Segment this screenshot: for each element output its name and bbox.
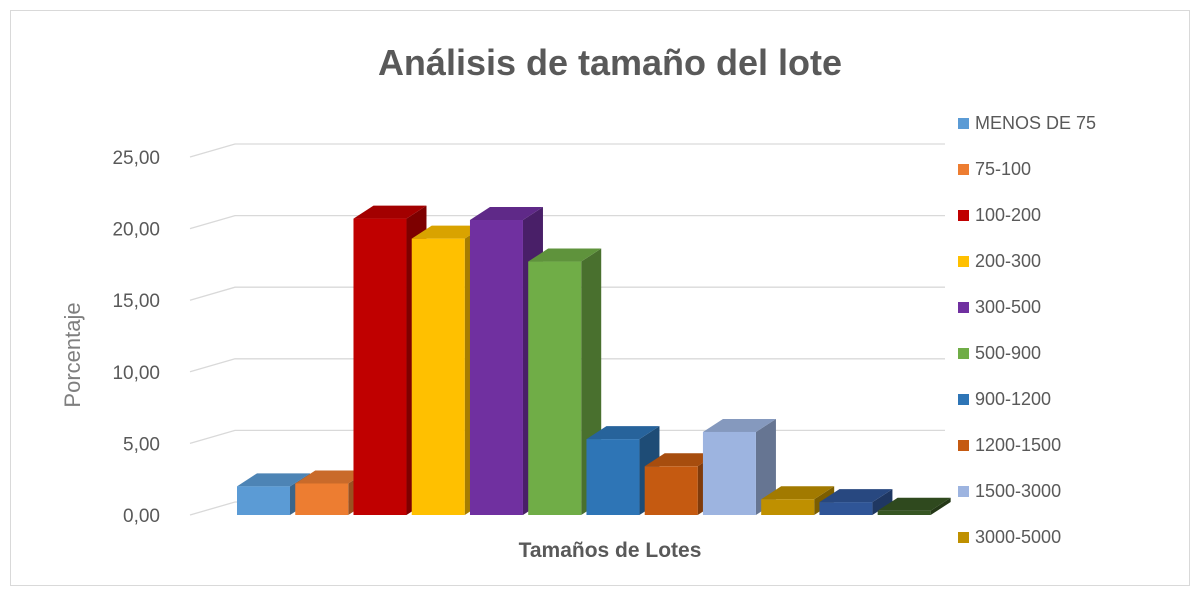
legend-item: MENOS DE 75 [958,113,1096,133]
bar-top [819,489,893,503]
bar [528,248,602,515]
bar-side [930,497,951,515]
bar-top [237,473,310,487]
gridline [189,358,945,373]
legend-label: 300-500 [975,297,1041,317]
bar-top [411,225,485,239]
bar-top [761,486,835,500]
legend-label: 500-900 [975,343,1041,363]
bar [702,418,776,515]
chart-title: Análisis de tamaño del lote [378,42,842,83]
legend-item: 100-200 [958,205,1041,225]
legend-item: 500-900 [958,343,1041,363]
legend-item: 200-300 [958,251,1041,271]
bar [877,497,951,515]
bar-top [353,205,427,219]
legend-label: 100-200 [975,205,1041,225]
legend-swatch [958,394,969,405]
bar-side [872,489,893,515]
legend-item: 3000-5000 [958,527,1061,547]
bar-front [237,486,290,515]
legend-swatch [958,532,969,543]
x-axis-label: Tamaños de Lotes [519,539,702,562]
legend-swatch [958,486,969,497]
bar-top [877,497,951,511]
y-tick-label: 15,00 [112,291,160,312]
bar-front [528,261,582,515]
bar-front [819,502,873,515]
bar-front [877,510,931,515]
legend-label: MENOS DE 75 [975,113,1096,133]
legend-label: 900-1200 [975,389,1051,409]
legend: MENOS DE 75 75-100 100-200 200-300 300-500 50… [958,113,1096,547]
bar [819,489,893,515]
bar-front [702,431,756,515]
gridline [189,214,945,230]
y-axis-ticks: 0,00 5,00 10,00 15,00 20,00 25,00 [112,148,160,527]
legend-label: 3000-5000 [975,527,1061,547]
bar-top [295,470,369,484]
bar [761,486,835,515]
bar-top [528,248,602,262]
bar-front [295,483,349,515]
y-tick-label: 20,00 [112,220,160,241]
legend-item: 75-100 [958,159,1031,179]
gridline [189,286,945,301]
legend-swatch [958,256,969,267]
legend-label: 75-100 [975,159,1031,179]
legend-item: 1500-3000 [958,481,1061,501]
bar-front [761,499,815,515]
bar-top [586,426,660,440]
bar-top [644,453,718,467]
legend-item: 300-500 [958,297,1041,317]
bar-front [411,238,465,515]
legend-swatch [958,210,969,221]
y-tick-label: 5,00 [123,434,160,455]
legend-swatch [958,440,969,451]
y-tick-label: 25,00 [112,148,160,169]
bars [237,205,951,516]
legend-label: 1500-3000 [975,481,1061,501]
legend-label: 1200-1500 [975,435,1061,455]
legend-swatch [958,118,969,129]
gridline [189,143,945,158]
bar-top [702,418,776,432]
legend-item: 900-1200 [958,389,1051,409]
y-tick-label: 0,00 [123,506,160,527]
legend-swatch [958,164,969,175]
legend-swatch [958,348,969,359]
bar-side [755,418,776,515]
y-tick-label: 10,00 [112,363,160,384]
bar-front [469,220,523,515]
bar-front [353,218,407,516]
legend-item: 1200-1500 [958,435,1061,455]
bar-top [469,207,543,221]
y-axis-label: Porcentaje [60,302,85,407]
bar-front [644,466,698,515]
legend-swatch [958,302,969,313]
bar-front [586,439,640,515]
bar [586,426,660,515]
legend-label: 200-300 [975,251,1041,271]
